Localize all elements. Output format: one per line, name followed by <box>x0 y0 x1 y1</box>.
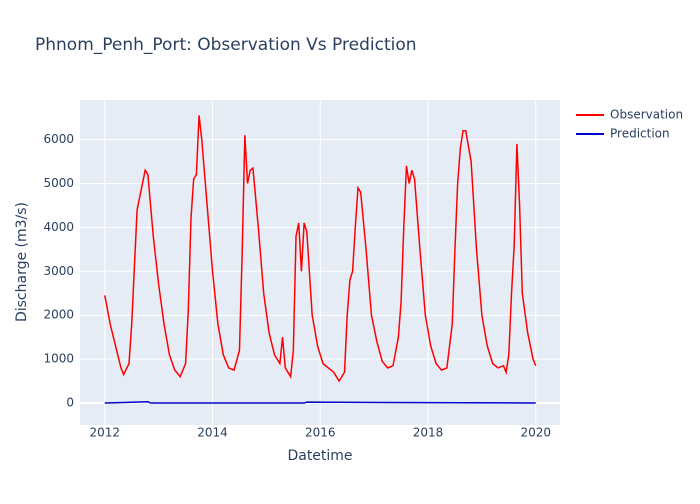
legend: Observation Prediction <box>576 108 683 141</box>
x-tick-label: 2016 <box>305 426 336 440</box>
y-tick-label: 4000 <box>43 220 74 234</box>
y-tick-label: 2000 <box>43 308 74 322</box>
legend-label: Observation <box>610 108 683 122</box>
x-tick-label: 2018 <box>413 426 444 440</box>
x-tick-label: 2014 <box>197 426 228 440</box>
y-tick-label: 1000 <box>43 352 74 366</box>
y-tick-label: 5000 <box>43 176 74 190</box>
y-axis-title: Discharge (m3/s) <box>14 202 30 322</box>
x-tick-label: 2020 <box>520 426 551 440</box>
lines <box>104 115 537 404</box>
y-tick-label: 6000 <box>43 132 74 146</box>
x-tick-label: 2012 <box>90 426 121 440</box>
x-axis-title: Datetime <box>287 448 352 464</box>
chart-title: Phnom_Penh_Port: Observation Vs Predicti… <box>35 35 417 55</box>
y-tick-label: 0 <box>66 396 74 410</box>
grid <box>80 100 560 425</box>
series-line <box>104 115 537 383</box>
y-tick-label: 3000 <box>43 264 74 278</box>
legend-label: Prediction <box>610 127 670 141</box>
series-line <box>104 400 536 404</box>
